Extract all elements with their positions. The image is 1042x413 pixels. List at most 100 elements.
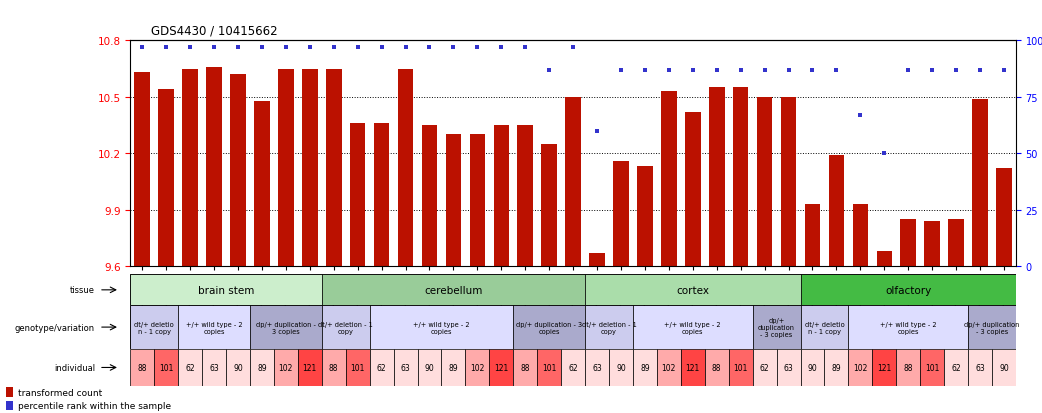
Bar xyxy=(206,68,222,266)
FancyBboxPatch shape xyxy=(585,275,800,306)
Text: 62: 62 xyxy=(377,363,387,372)
FancyBboxPatch shape xyxy=(490,349,514,386)
FancyBboxPatch shape xyxy=(585,349,609,386)
Point xyxy=(301,45,318,51)
Text: 89: 89 xyxy=(257,363,267,372)
Point xyxy=(733,67,749,74)
Point xyxy=(900,67,917,74)
Text: individual: individual xyxy=(54,363,95,372)
Text: 101: 101 xyxy=(734,363,748,372)
Bar xyxy=(494,126,510,266)
Text: dt/+ deletio
n - 1 copy: dt/+ deletio n - 1 copy xyxy=(804,321,844,334)
Point xyxy=(469,45,486,51)
Bar xyxy=(733,88,748,266)
FancyBboxPatch shape xyxy=(585,306,632,349)
Text: 101: 101 xyxy=(350,363,365,372)
Text: 88: 88 xyxy=(712,363,721,372)
Bar xyxy=(685,113,700,266)
Bar xyxy=(398,69,414,266)
Point xyxy=(924,67,941,74)
Text: percentile rank within the sample: percentile rank within the sample xyxy=(18,401,171,410)
FancyBboxPatch shape xyxy=(298,349,322,386)
Bar xyxy=(637,167,652,266)
FancyBboxPatch shape xyxy=(968,306,1016,349)
Text: 121: 121 xyxy=(302,363,317,372)
FancyBboxPatch shape xyxy=(466,349,490,386)
Text: 88: 88 xyxy=(903,363,913,372)
Bar xyxy=(828,156,844,266)
Text: 89: 89 xyxy=(640,363,650,372)
Point xyxy=(325,45,342,51)
Text: 90: 90 xyxy=(999,363,1009,372)
Text: olfactory: olfactory xyxy=(885,285,932,295)
Point xyxy=(397,45,414,51)
FancyBboxPatch shape xyxy=(848,349,872,386)
Bar xyxy=(780,97,796,266)
Point xyxy=(445,45,462,51)
Text: 101: 101 xyxy=(159,363,173,372)
Bar xyxy=(590,253,604,266)
FancyBboxPatch shape xyxy=(800,349,824,386)
FancyBboxPatch shape xyxy=(130,275,322,306)
Bar xyxy=(230,75,246,266)
Text: 90: 90 xyxy=(233,363,243,372)
Text: dt/+ deletio
n - 1 copy: dt/+ deletio n - 1 copy xyxy=(134,321,174,334)
Text: genotype/variation: genotype/variation xyxy=(15,323,95,332)
Text: 63: 63 xyxy=(592,363,602,372)
FancyBboxPatch shape xyxy=(370,349,394,386)
FancyBboxPatch shape xyxy=(130,306,178,349)
Bar xyxy=(661,92,676,266)
Text: +/+ wild type - 2
copies: +/+ wild type - 2 copies xyxy=(665,321,721,334)
Point xyxy=(493,45,510,51)
Text: 102: 102 xyxy=(662,363,676,372)
Text: 63: 63 xyxy=(209,363,219,372)
Bar xyxy=(756,97,772,266)
Point xyxy=(133,45,150,51)
Bar xyxy=(566,97,580,266)
Bar xyxy=(852,204,868,266)
Text: +/+ wild type - 2
copies: +/+ wild type - 2 copies xyxy=(413,321,470,334)
FancyBboxPatch shape xyxy=(514,349,538,386)
Text: 62: 62 xyxy=(568,363,578,372)
Bar xyxy=(374,124,390,266)
Text: 88: 88 xyxy=(138,363,147,372)
Point xyxy=(277,45,294,51)
Text: 62: 62 xyxy=(760,363,769,372)
FancyBboxPatch shape xyxy=(322,275,585,306)
Bar xyxy=(134,73,150,266)
Text: cortex: cortex xyxy=(676,285,710,295)
Text: 121: 121 xyxy=(686,363,700,372)
Text: 102: 102 xyxy=(853,363,868,372)
Text: dp/+ duplication -
3 copies: dp/+ duplication - 3 copies xyxy=(256,321,316,334)
Text: dp/+ duplication
- 3 copies: dp/+ duplication - 3 copies xyxy=(964,321,1020,334)
FancyBboxPatch shape xyxy=(442,349,466,386)
Point xyxy=(349,45,366,51)
Bar xyxy=(924,221,940,266)
Point xyxy=(756,67,773,74)
Bar xyxy=(996,169,1012,266)
FancyBboxPatch shape xyxy=(322,306,370,349)
FancyBboxPatch shape xyxy=(800,306,848,349)
Text: transformed count: transformed count xyxy=(18,388,102,397)
FancyBboxPatch shape xyxy=(609,349,632,386)
FancyBboxPatch shape xyxy=(656,349,680,386)
Point xyxy=(253,45,270,51)
Bar xyxy=(6,387,14,397)
Text: 88: 88 xyxy=(329,363,339,372)
Text: dp/+ duplication - 3
copies: dp/+ duplication - 3 copies xyxy=(516,321,582,334)
Point xyxy=(565,45,581,51)
Point xyxy=(373,45,390,51)
Point xyxy=(517,45,534,51)
FancyBboxPatch shape xyxy=(130,349,154,386)
Text: 89: 89 xyxy=(449,363,458,372)
Text: 102: 102 xyxy=(470,363,485,372)
FancyBboxPatch shape xyxy=(274,349,298,386)
FancyBboxPatch shape xyxy=(178,349,202,386)
Bar xyxy=(972,100,988,266)
Text: GDS4430 / 10415662: GDS4430 / 10415662 xyxy=(151,24,278,37)
FancyBboxPatch shape xyxy=(680,349,704,386)
Point xyxy=(541,67,557,74)
Bar xyxy=(302,69,318,266)
FancyBboxPatch shape xyxy=(178,306,250,349)
FancyBboxPatch shape xyxy=(226,349,250,386)
